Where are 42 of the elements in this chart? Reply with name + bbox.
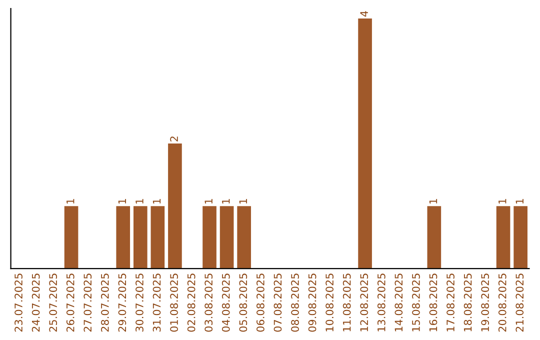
x-tick-label: 25.07.2025 — [49, 274, 58, 332]
x-tick-label: 07.08.2025 — [274, 274, 282, 332]
data-label: 1 — [222, 199, 230, 204]
x-tick-label: 11.08.2025 — [342, 274, 351, 332]
data-label: 1 — [239, 199, 247, 204]
x-tick-label: 28.07.2025 — [100, 274, 109, 332]
x-tick-label: 02.08.2025 — [187, 274, 196, 332]
data-label: 1 — [152, 199, 161, 204]
x-tick-label: 18.08.2025 — [464, 274, 472, 332]
x-tick-label: 26.07.2025 — [66, 274, 74, 332]
data-label: 1 — [66, 199, 74, 204]
x-tick-label: 04.08.2025 — [222, 274, 230, 332]
x-tick-label: 27.07.2025 — [84, 274, 92, 332]
data-label: 1 — [204, 199, 212, 204]
x-tick-label: 13.08.2025 — [377, 274, 386, 332]
data-label: 1 — [136, 199, 144, 204]
x-tick-label: 16.08.2025 — [429, 274, 438, 332]
x-tick-label: 08.08.2025 — [291, 274, 299, 332]
x-tick-label: 14.08.2025 — [394, 274, 403, 332]
x-tick-label: 29.07.2025 — [118, 274, 126, 332]
data-label: 1 — [498, 199, 506, 204]
x-tick-label: 30.07.2025 — [136, 274, 144, 332]
x-tick-label: 01.08.2025 — [170, 274, 178, 332]
x-tick-label: 19.08.2025 — [481, 274, 490, 332]
x-tick-label: 03.08.2025 — [204, 274, 213, 332]
data-label: 1 — [429, 199, 438, 204]
x-tick-label: 31.07.2025 — [152, 274, 161, 332]
data-label: 4 — [360, 11, 368, 17]
x-tick-label: 20.08.2025 — [498, 274, 506, 332]
x-tick-label: 15.08.2025 — [412, 274, 420, 332]
x-tick-label: 23.07.2025 — [14, 274, 22, 332]
data-label: 1 — [118, 199, 126, 204]
x-tick-label: 10.08.2025 — [326, 274, 334, 332]
x-tick-label: 05.08.2025 — [239, 274, 248, 332]
x-tick-label: 06.08.2025 — [256, 274, 264, 332]
data-label: 2 — [170, 136, 178, 142]
data-label: 1 — [516, 199, 524, 204]
x-tick-label: 24.07.2025 — [32, 274, 40, 332]
x-tick-label: 12.08.2025 — [360, 274, 368, 332]
x-tick-label: 21.08.2025 — [516, 274, 524, 332]
x-tick-label: 09.08.2025 — [308, 274, 316, 332]
x-tick-label: 17.08.2025 — [446, 274, 454, 332]
